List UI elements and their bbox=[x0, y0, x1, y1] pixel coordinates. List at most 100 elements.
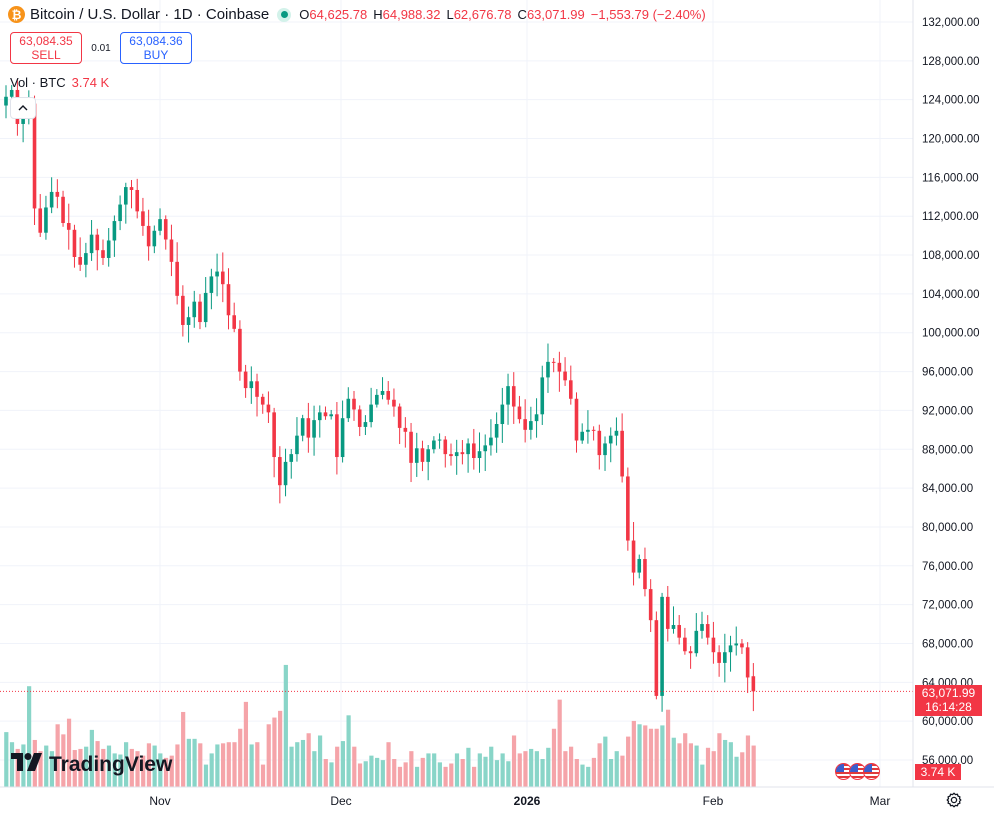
volume-bar bbox=[329, 762, 334, 787]
candle-body bbox=[352, 398, 356, 410]
candle-body bbox=[511, 386, 516, 407]
volume-bar bbox=[352, 746, 357, 787]
candle-body bbox=[9, 89, 14, 97]
candle-body bbox=[586, 429, 590, 432]
candle-body bbox=[272, 412, 276, 458]
volume-bar bbox=[312, 751, 317, 787]
volume-bar bbox=[272, 717, 277, 787]
volume-bar bbox=[414, 766, 420, 787]
volume-bar bbox=[551, 728, 557, 787]
volume-bar bbox=[426, 753, 431, 787]
candle-body bbox=[78, 256, 82, 265]
price-tick-label: 76,000.00 bbox=[922, 561, 973, 573]
candle-body bbox=[72, 229, 77, 257]
candle-body bbox=[129, 187, 134, 190]
tradingview-logo[interactable]: TradingView bbox=[11, 753, 172, 777]
volume-bar bbox=[278, 710, 283, 787]
volume-bar bbox=[705, 747, 711, 787]
candle-body bbox=[198, 301, 202, 323]
volume-bar bbox=[124, 742, 129, 787]
candle-body bbox=[517, 406, 522, 420]
volume-bar bbox=[49, 751, 55, 787]
volume-bar bbox=[677, 743, 682, 787]
market-status-icon[interactable] bbox=[277, 7, 292, 22]
volume-bar bbox=[483, 756, 488, 787]
candle-body bbox=[135, 189, 140, 212]
volume-bars bbox=[4, 664, 756, 787]
volume-bar bbox=[27, 686, 32, 787]
volume-bar bbox=[506, 761, 511, 787]
gear-icon[interactable] bbox=[945, 791, 963, 809]
candle-body bbox=[380, 391, 385, 395]
sell-button[interactable]: 63,084.35 SELL bbox=[10, 32, 82, 64]
price-tick-label: 116,000.00 bbox=[922, 172, 979, 184]
candle-body bbox=[44, 207, 48, 233]
candle-body bbox=[683, 637, 687, 652]
volume-bar bbox=[671, 737, 676, 787]
candle-body bbox=[300, 418, 305, 436]
symbol-title[interactable]: Bitcoin / U.S. Dollar · 1D · Coinbase bbox=[30, 6, 270, 23]
candle-body bbox=[694, 630, 699, 654]
volume-value-tag: 3.74 K bbox=[915, 764, 961, 780]
volume-bar bbox=[637, 724, 642, 787]
buy-button[interactable]: 63,084.36 BUY bbox=[120, 32, 192, 64]
volume-bar bbox=[186, 738, 191, 787]
volume-bar bbox=[249, 744, 254, 787]
volume-bar bbox=[409, 751, 414, 787]
volume-bar bbox=[215, 744, 220, 787]
candle-body bbox=[414, 448, 419, 463]
candle-body bbox=[717, 652, 721, 663]
bar-countdown: 16:14:28 bbox=[925, 700, 972, 714]
volume-bar bbox=[283, 664, 288, 787]
price-tick-label: 120,000.00 bbox=[922, 134, 980, 146]
volume-bar bbox=[540, 759, 545, 787]
volume-bar bbox=[734, 756, 739, 787]
price-tick-label: 60,000.00 bbox=[922, 716, 973, 728]
time-axis: Nov Dec 2026 Feb Mar bbox=[149, 794, 890, 808]
candle-body bbox=[141, 211, 145, 226]
candle-body bbox=[181, 295, 185, 325]
volume-bar bbox=[665, 709, 671, 787]
volume-bar bbox=[169, 755, 174, 787]
candle-body bbox=[124, 187, 128, 205]
economic-events[interactable] bbox=[835, 763, 880, 780]
spread-value: 0.01 bbox=[91, 42, 111, 54]
candle-body bbox=[357, 409, 362, 427]
volume-bar bbox=[203, 764, 209, 787]
candle-body bbox=[677, 625, 681, 638]
volume-bar bbox=[198, 743, 203, 787]
price-candles bbox=[4, 79, 756, 712]
candle-body bbox=[557, 362, 562, 372]
volume-bar bbox=[580, 764, 585, 787]
volume-legend[interactable]: Vol · BTC 3.74 K bbox=[10, 75, 109, 90]
volume-bar bbox=[61, 734, 66, 787]
volume-bar bbox=[723, 739, 728, 787]
volume-bar bbox=[443, 766, 448, 787]
candle-body bbox=[563, 371, 567, 381]
volume-bar bbox=[654, 728, 659, 787]
volume-bar bbox=[614, 751, 619, 787]
chevron-up-icon[interactable] bbox=[10, 97, 36, 119]
candle-body bbox=[472, 443, 476, 459]
volume-bar bbox=[152, 745, 157, 787]
time-tick-label: Dec bbox=[330, 794, 351, 808]
candle-body bbox=[289, 454, 294, 462]
volume-bar bbox=[386, 742, 391, 787]
volume-bar bbox=[141, 755, 146, 787]
candle-body bbox=[420, 448, 425, 462]
candle-body bbox=[306, 418, 311, 438]
candle-body bbox=[260, 396, 265, 405]
candle-body bbox=[454, 452, 459, 457]
candle-body bbox=[711, 637, 716, 653]
candle-body bbox=[152, 230, 157, 247]
candle-body bbox=[84, 253, 88, 265]
us-flag-icon[interactable] bbox=[863, 763, 880, 780]
last-price-value: 63,071.99 bbox=[921, 686, 976, 700]
volume-bar bbox=[511, 735, 517, 787]
candle-body bbox=[101, 250, 105, 258]
volume-bar bbox=[175, 744, 180, 787]
price-tick-label: 104,000.00 bbox=[922, 289, 980, 301]
price-tick-label: 112,000.00 bbox=[922, 211, 979, 223]
candle-body bbox=[329, 414, 333, 417]
